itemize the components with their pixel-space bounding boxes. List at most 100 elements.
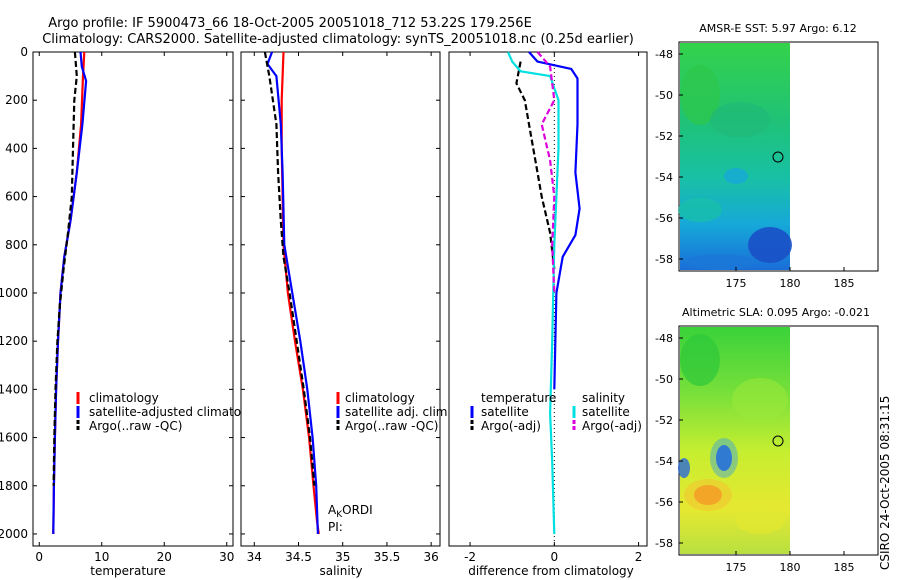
figure-title-line2: Climatology: CARS2000. Satellite-adjuste… — [42, 32, 634, 47]
sst-map-patch — [678, 198, 722, 222]
sst-map-title: AMSR-E SST: 5.97 Argo: 6.12 — [699, 22, 857, 35]
ytick-label: 2000 — [0, 527, 28, 541]
legend-label-temp-satellite: satellite — [481, 405, 529, 419]
temperature-axes-box — [32, 51, 234, 547]
sla-map-patch — [716, 445, 732, 471]
xtick-label: 0 — [550, 550, 558, 564]
salinity-xlabel: salinity — [319, 564, 362, 578]
sla-map-patch — [684, 479, 732, 511]
csiro-timestamp: CSIRO 24-Oct-2005 08:31:15 — [878, 396, 892, 570]
sst-map-patch — [724, 168, 748, 184]
map-xtick-label: 185 — [834, 277, 855, 290]
ytick-label: 200 — [5, 93, 28, 107]
legend-label-satellite-adj: satellite adj. clim. — [345, 405, 451, 419]
ytick-label: 1800 — [0, 479, 28, 493]
sst-map-patch — [710, 102, 770, 138]
difference-xlabel: difference from climatology — [468, 564, 634, 578]
ytick-label: 800 — [5, 238, 28, 252]
legend-title-salinity: salinity — [582, 391, 625, 405]
legend-label-temp-argo: Argo(-adj) — [481, 419, 541, 433]
salinity-axes-box — [240, 51, 441, 547]
xtick-label: 0 — [35, 550, 43, 564]
ytick-label: 1400 — [0, 382, 28, 396]
map-xtick-label: 185 — [834, 561, 855, 574]
temperature-panel: 0 200 400 600 800 1000 1200 1400 1600 1800 2000 0 1… — [0, 45, 267, 578]
map-xtick-label: 180 — [780, 561, 801, 574]
figure-title-line1: Argo profile: IF 5900473_66 18-Oct-2005 … — [48, 16, 532, 31]
map-xtick-label: 175 — [726, 561, 747, 574]
sla-map-patch — [732, 378, 788, 422]
ytick-label: 1600 — [0, 431, 28, 445]
map-xtick-label: 180 — [780, 277, 801, 290]
temperature-legend: climatology satellite-adjusted climatolo… — [76, 391, 267, 433]
map-xtick-label: 175 — [726, 277, 747, 290]
temperature-series — [52, 51, 88, 535]
temperature-yticks: 0 200 400 600 800 1000 1200 1400 1600 1800 2000 — [0, 45, 233, 541]
sla-map-patch — [678, 458, 690, 478]
difference-axes-box — [448, 51, 648, 547]
salinity-annotation-line1: AKORDI — [328, 503, 373, 520]
xtick-label: 34.5 — [285, 550, 312, 564]
series-line-satellite-adjusted-climatology — [52, 51, 88, 535]
map-ytick-label: -52 — [655, 130, 673, 143]
xtick-label: 35.5 — [374, 550, 401, 564]
map-ytick-label: -54 — [655, 171, 673, 184]
map-ytick-label: -56 — [655, 212, 673, 225]
salinity-yticks — [241, 51, 440, 535]
legend-label-sal-satellite: satellite — [582, 405, 630, 419]
sst-map-ticks: 175 180 185 -48 -50 -52 -54 -56 -58 — [655, 48, 854, 290]
sla-map-patch — [710, 438, 738, 478]
temperature-xticks: 0 10 20 30 — [35, 52, 234, 564]
xtick-label: 30 — [219, 550, 234, 564]
series-line-argo-raw-qc- — [52, 51, 78, 486]
legend-label-climatology: climatology — [89, 391, 159, 405]
salinity-panel: 34 34.5 35 35.5 36 salinity climatology sate… — [240, 51, 451, 578]
xtick-label: -2 — [464, 550, 476, 564]
xtick-label: 10 — [94, 550, 109, 564]
difference-series — [506, 51, 581, 535]
map-ytick-label: -56 — [655, 496, 673, 509]
sst-map-patch — [748, 227, 792, 263]
map-ytick-label: -50 — [655, 89, 673, 102]
map-ytick-label: -52 — [655, 414, 673, 427]
series-line-satellite-adj-clim- — [266, 51, 319, 535]
salinity-xticks: 34 34.5 35 35.5 36 — [247, 52, 439, 564]
legend-label-argo: Argo(..raw -QC) — [89, 419, 182, 433]
sst-map-panel: AMSR-E SST: 5.97 Argo: 6.12 175 180 185 -48… — [655, 22, 879, 290]
salinity-series — [263, 51, 320, 535]
ytick-label: 400 — [5, 141, 28, 155]
xtick-label: 20 — [157, 550, 172, 564]
map-ytick-label: -54 — [655, 455, 673, 468]
difference-panel: -2 0 2 difference from climatology tempera… — [448, 51, 648, 578]
series-line-salinity-satellite — [506, 51, 560, 535]
xtick-label: 34 — [247, 550, 262, 564]
map-ytick-label: -58 — [655, 253, 673, 266]
xtick-label: 35 — [335, 550, 350, 564]
legend-label-sal-argo: Argo(-adj) — [582, 419, 642, 433]
legend-label-climatology: climatology — [345, 391, 415, 405]
sla-map-ticks: 175 180 185 -48 -50 -52 -54 -56 -58 — [655, 332, 854, 574]
sla-map-title: Altimetric SLA: 0.095 Argo: -0.021 — [682, 306, 870, 319]
difference-legend: temperature satellite Argo(-adj) salinit… — [470, 391, 642, 433]
ytick-label: 1200 — [0, 334, 28, 348]
ytick-label: 1000 — [0, 286, 28, 300]
series-line-salinity-argo-adj- — [536, 51, 556, 294]
argo-location-marker — [772, 435, 784, 447]
xtick-label: 36 — [424, 550, 439, 564]
sst-map-patch — [680, 65, 720, 125]
sla-map-patch — [735, 506, 785, 534]
sst-map-patch — [684, 254, 756, 270]
map-ytick-label: -48 — [655, 332, 673, 345]
map-ytick-label: -58 — [655, 537, 673, 550]
legend-label-satellite-adjusted: satellite-adjusted climatology — [89, 405, 267, 419]
legend-label-argo: Argo(..raw -QC) — [345, 419, 438, 433]
salinity-annotation-line2: PI: — [328, 520, 343, 534]
series-line-temperature-satellite — [528, 51, 581, 390]
legend-title-temperature: temperature — [481, 391, 556, 405]
ytick-label: 0 — [20, 45, 28, 59]
ytick-label: 600 — [5, 190, 28, 204]
sla-map-panel: Altimetric SLA: 0.095 Argo: -0.021 175 18… — [655, 306, 879, 574]
temperature-xlabel: temperature — [90, 564, 165, 578]
map-ytick-label: -48 — [655, 48, 673, 61]
